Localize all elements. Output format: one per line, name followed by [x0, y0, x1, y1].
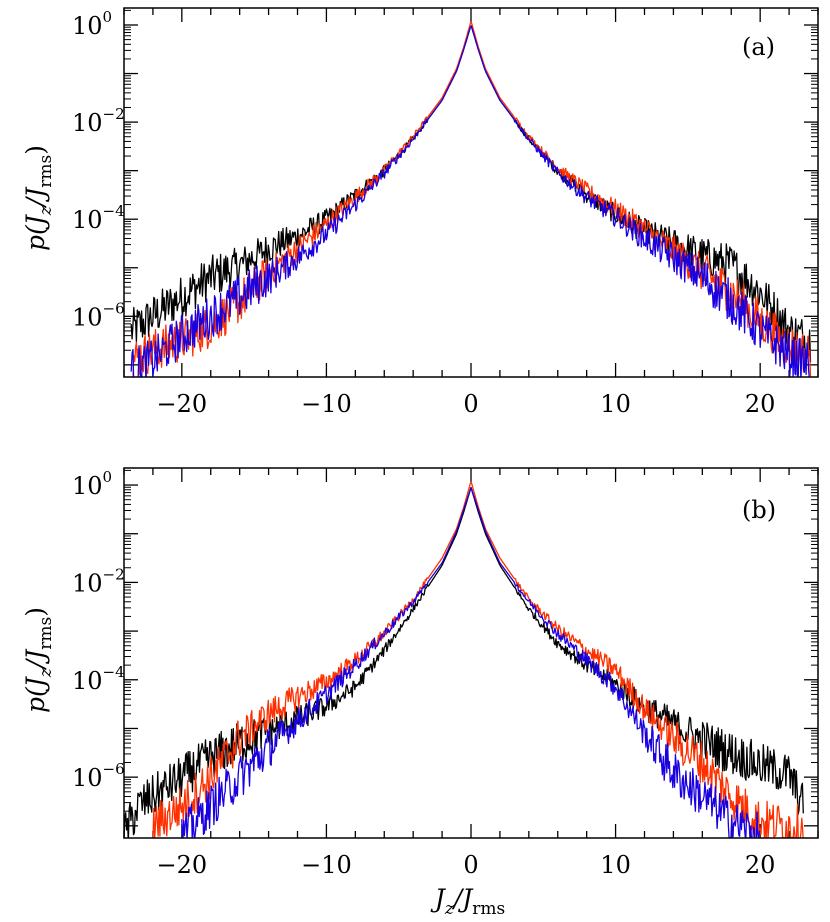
panel-b-ticks	[123, 468, 819, 838]
x-tick-label: −10	[301, 390, 352, 418]
x-tick-label: 20	[745, 851, 776, 879]
y-tick-label: 100	[72, 468, 112, 500]
panel-a-label: (a)	[742, 33, 775, 61]
panel-a: −20 −10 0 10 20 100 10−2 10−4 10−6 (a)	[72, 7, 819, 418]
panel-b: −20 −10 0 10 20 100 10−2 10−4 10−6 (b)	[72, 467, 819, 879]
panel-a-ticks	[123, 8, 819, 377]
x-tick-label: −20	[157, 390, 208, 418]
panel-b-label: (b)	[742, 496, 776, 524]
series-line-1	[124, 486, 804, 838]
panel-b-frame	[123, 467, 819, 839]
x-tick-label: 20	[745, 390, 776, 418]
panel-b-tick-labels: −20 −10 0 10 20 100 10−2 10−4 10−6	[72, 468, 775, 879]
panel-b-y-axis-title: p(Jz/Jrms)	[21, 607, 56, 713]
series-line-3	[181, 487, 761, 838]
x-tick-label: −10	[301, 851, 352, 879]
series-line-1	[130, 25, 812, 363]
y-tick-label: 10−6	[72, 299, 125, 331]
y-tick-label: 10−4	[72, 202, 125, 234]
x-axis-title: Jz/Jrms	[430, 884, 505, 919]
x-tick-label: 10	[600, 390, 631, 418]
series-line-2	[132, 21, 812, 377]
panel-a-y-axis-title: p(Jz/Jrms)	[21, 145, 56, 251]
y-tick-label: 100	[72, 8, 112, 40]
series-line-3	[130, 25, 810, 377]
y-tick-label: 10−2	[72, 565, 125, 597]
y-tick-label: 10−4	[72, 663, 125, 695]
series-line-2	[152, 481, 804, 838]
panel-a-series	[130, 21, 812, 377]
panel-a-frame	[123, 7, 819, 378]
y-tick-label: 10−2	[72, 105, 125, 137]
y-tick-label: 10−6	[72, 760, 125, 792]
panel-b-series	[124, 481, 804, 838]
x-tick-label: −20	[157, 851, 208, 879]
x-tick-label: 0	[463, 390, 478, 418]
x-tick-label: 0	[463, 851, 478, 879]
x-tick-label: 10	[600, 851, 631, 879]
panel-a-tick-labels: −20 −10 0 10 20 100 10−2 10−4 10−6	[72, 8, 775, 418]
